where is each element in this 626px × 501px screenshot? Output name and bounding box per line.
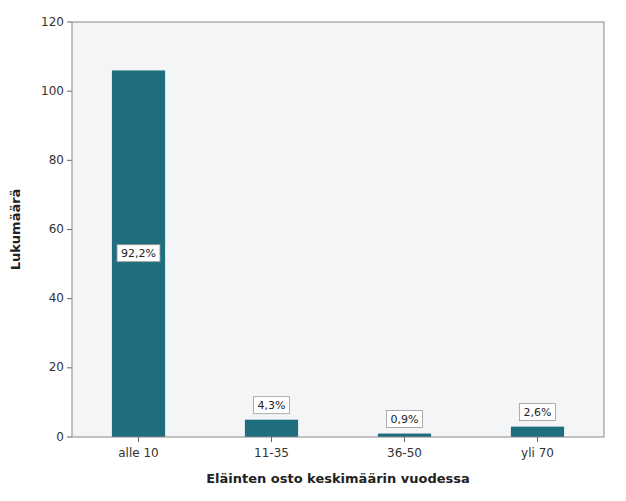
bars — [112, 70, 564, 437]
y-tick-label: 40 — [49, 291, 64, 305]
y-tick-label: 120 — [41, 15, 64, 29]
data-label-box — [117, 245, 160, 262]
y-tick-label: 0 — [56, 430, 64, 444]
chart: 0 20 40 60 80 100 120 alle 10 11-35 36-50 yli 70 92… — [0, 0, 626, 501]
y-tick-label: 80 — [49, 153, 64, 167]
data-label: 92,2% — [117, 245, 160, 262]
y-tick — [67, 437, 72, 438]
data-label: 4,3% — [254, 397, 290, 414]
bar — [378, 434, 431, 437]
x-tick — [537, 437, 538, 442]
data-label: 2,6% — [520, 404, 556, 421]
plot-frame — [72, 22, 604, 437]
x-tick — [271, 437, 272, 442]
data-label: 0,9% — [387, 411, 423, 428]
data-label-text: 2,6% — [524, 406, 552, 419]
data-label-box — [520, 404, 556, 421]
y-tick — [67, 367, 72, 368]
bar — [112, 70, 165, 437]
y-tick — [67, 22, 72, 23]
y-axis-label: Lukumäärä — [8, 189, 23, 271]
y-tick-label: 20 — [49, 360, 64, 374]
data-label-text: 4,3% — [258, 399, 286, 412]
y-tick-label: 60 — [49, 222, 64, 236]
x-axis-label: Eläinten osto keskimäärin vuodessa — [206, 471, 470, 486]
bar — [245, 420, 298, 437]
x-tick-label: alle 10 — [118, 446, 159, 460]
y-tick — [67, 91, 72, 92]
y-tick-label: 100 — [41, 84, 64, 98]
data-label-text: 92,2% — [121, 247, 156, 260]
x-tick — [138, 437, 139, 442]
y-tick — [67, 160, 72, 161]
data-label-box — [387, 411, 423, 428]
x-tick — [404, 437, 405, 442]
plot-area — [72, 22, 604, 437]
bar — [511, 427, 564, 437]
x-tick-label: 11-35 — [254, 446, 289, 460]
x-tick-label: yli 70 — [521, 446, 554, 460]
y-tick — [67, 298, 72, 299]
data-label-text: 0,9% — [391, 413, 419, 426]
y-tick — [67, 229, 72, 230]
data-label-box — [254, 397, 290, 414]
x-tick-label: 36-50 — [387, 446, 422, 460]
